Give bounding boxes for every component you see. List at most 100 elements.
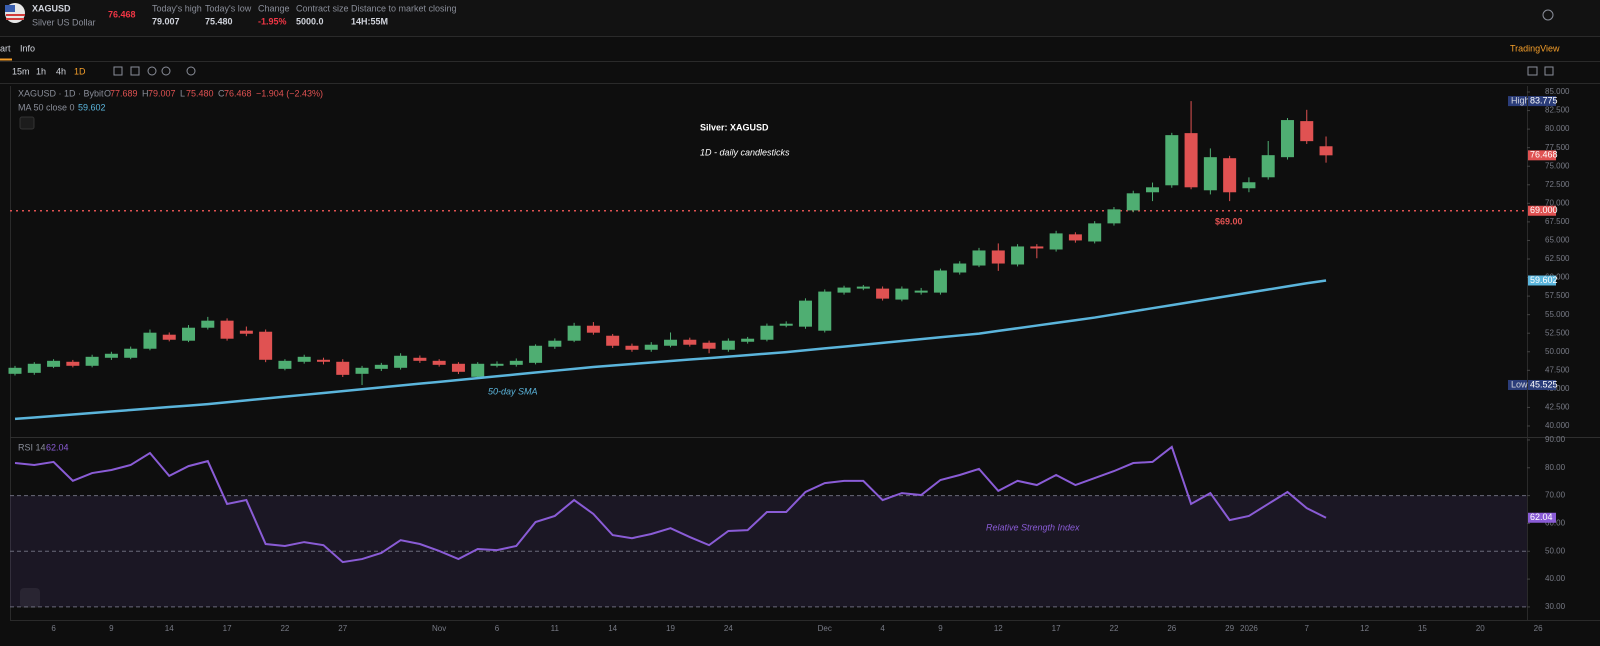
legend-symbol: XAGUSD · 1D · Bybit [18, 88, 104, 98]
level-tag-bg [1528, 205, 1556, 216]
candle-body [972, 250, 986, 266]
candle-body [124, 348, 138, 358]
ohlc-value: 77.689 [110, 88, 138, 98]
candle-body [779, 323, 793, 326]
y-tick-label: 70.00 [1545, 491, 1566, 500]
candle-body [471, 363, 485, 377]
ohlc-key: C [218, 88, 225, 98]
candle-body [1126, 193, 1140, 211]
tab[interactable]: art [0, 43, 11, 53]
collapse-button[interactable] [19, 116, 35, 130]
x-tick-label: 14 [608, 624, 617, 633]
interval[interactable]: 1D [74, 66, 86, 76]
toolbar-icons [113, 66, 1554, 76]
x-tick-label: 6 [51, 624, 56, 633]
candle-body [509, 360, 523, 365]
y-tick-label: 77.500 [1545, 143, 1570, 152]
x-tick-label: 15 [1418, 624, 1427, 633]
x-tick-label: 26 [1534, 624, 1543, 633]
candle-body [259, 331, 273, 360]
candle-body [143, 332, 157, 349]
rsi-annotation: Relative Strength Index [986, 522, 1080, 532]
candle-body [85, 356, 99, 366]
x-tick-label: 19 [666, 624, 675, 633]
x-tick-label: 17 [1052, 624, 1061, 633]
candle-body [1184, 133, 1198, 188]
x-tick-label: 4 [880, 624, 885, 633]
y-tick-label: 60.000 [1545, 273, 1570, 282]
candle-body [644, 344, 658, 350]
interval[interactable]: 15m [12, 66, 30, 76]
interval[interactable]: 4h [56, 66, 66, 76]
x-tick-label: 9 [938, 624, 943, 633]
y-tick-label: 70.000 [1545, 198, 1570, 207]
ohlc-key: H [142, 88, 149, 98]
x-tick-label: Nov [432, 624, 446, 633]
candle-body [47, 360, 61, 367]
candle-body [1280, 120, 1294, 158]
candle-body [355, 367, 369, 374]
stat-label: Today's high [152, 3, 202, 13]
ma-legend: MA 50 close 0 [18, 102, 75, 112]
y-tick-label: 75.000 [1545, 161, 1570, 170]
price-tag-bg [1528, 96, 1556, 107]
candle-body [1242, 182, 1256, 189]
candle-body [1223, 158, 1237, 193]
y-tick-label: 40.000 [1545, 421, 1570, 430]
x-tick-label: 26 [1167, 624, 1176, 633]
x-tick-label: 2026 [1240, 624, 1258, 633]
y-tick-label: 67.500 [1545, 217, 1570, 226]
y-tick-label: 42.500 [1545, 403, 1570, 412]
rsi-legend: RSI 14 [18, 442, 46, 452]
candle-body [741, 338, 755, 342]
y-tick-label: 50.000 [1545, 347, 1570, 356]
candle-body [586, 325, 600, 333]
candle-body [856, 286, 870, 289]
candle-body [914, 290, 928, 293]
candle-body [798, 300, 812, 327]
y-tick-label: 80.000 [1545, 124, 1570, 133]
candle-body [451, 363, 465, 372]
candle-body [278, 360, 292, 369]
y-tick-label: 62.500 [1545, 254, 1570, 263]
candle-body [374, 364, 388, 369]
last-price: 76.468 [108, 9, 136, 19]
y-tick-label: 72.500 [1545, 180, 1570, 189]
price-tag: 45.525 [1530, 379, 1558, 389]
tab[interactable]: Info [20, 43, 35, 53]
candle-body [933, 270, 947, 293]
candle-body [182, 327, 196, 341]
x-tick-label: 24 [724, 624, 733, 633]
chart-title: Silver: XAGUSD [700, 122, 769, 132]
x-tick-label: 17 [223, 624, 232, 633]
candle-body [837, 287, 851, 293]
y-tick-label: 57.500 [1545, 291, 1570, 300]
settings-icon[interactable] [1542, 9, 1554, 21]
y-tick-label: 80.00 [1545, 463, 1566, 472]
x-tick-label: 12 [1360, 624, 1369, 633]
candle-body [953, 263, 967, 273]
ohlc-key: L [180, 88, 185, 98]
candle-body [1011, 246, 1025, 265]
y-tick-label: 65.000 [1545, 236, 1570, 245]
ma-tag-bg [1528, 275, 1556, 286]
y-tick-label: 85.000 [1545, 87, 1570, 96]
stat-label: Contract size [296, 3, 349, 13]
candle-body [162, 334, 176, 340]
y-tick-label: 47.500 [1545, 365, 1570, 374]
candle-body [297, 356, 311, 362]
candle-body [432, 360, 446, 365]
interval[interactable]: 1h [36, 66, 46, 76]
last-price-tag: 76.468 [1530, 150, 1558, 160]
stat-label: Change [258, 3, 290, 13]
x-tick-label: 7 [1305, 624, 1310, 633]
x-tick-label: Dec [818, 624, 832, 633]
rsi-legend-value: 62.04 [46, 442, 69, 452]
candle-body [1165, 135, 1179, 186]
x-tick-label: 9 [109, 624, 114, 633]
symbol-name: Silver US Dollar [32, 17, 96, 27]
candle-body [201, 320, 215, 328]
x-tick-label: 11 [551, 624, 560, 633]
candle-body [529, 345, 543, 363]
